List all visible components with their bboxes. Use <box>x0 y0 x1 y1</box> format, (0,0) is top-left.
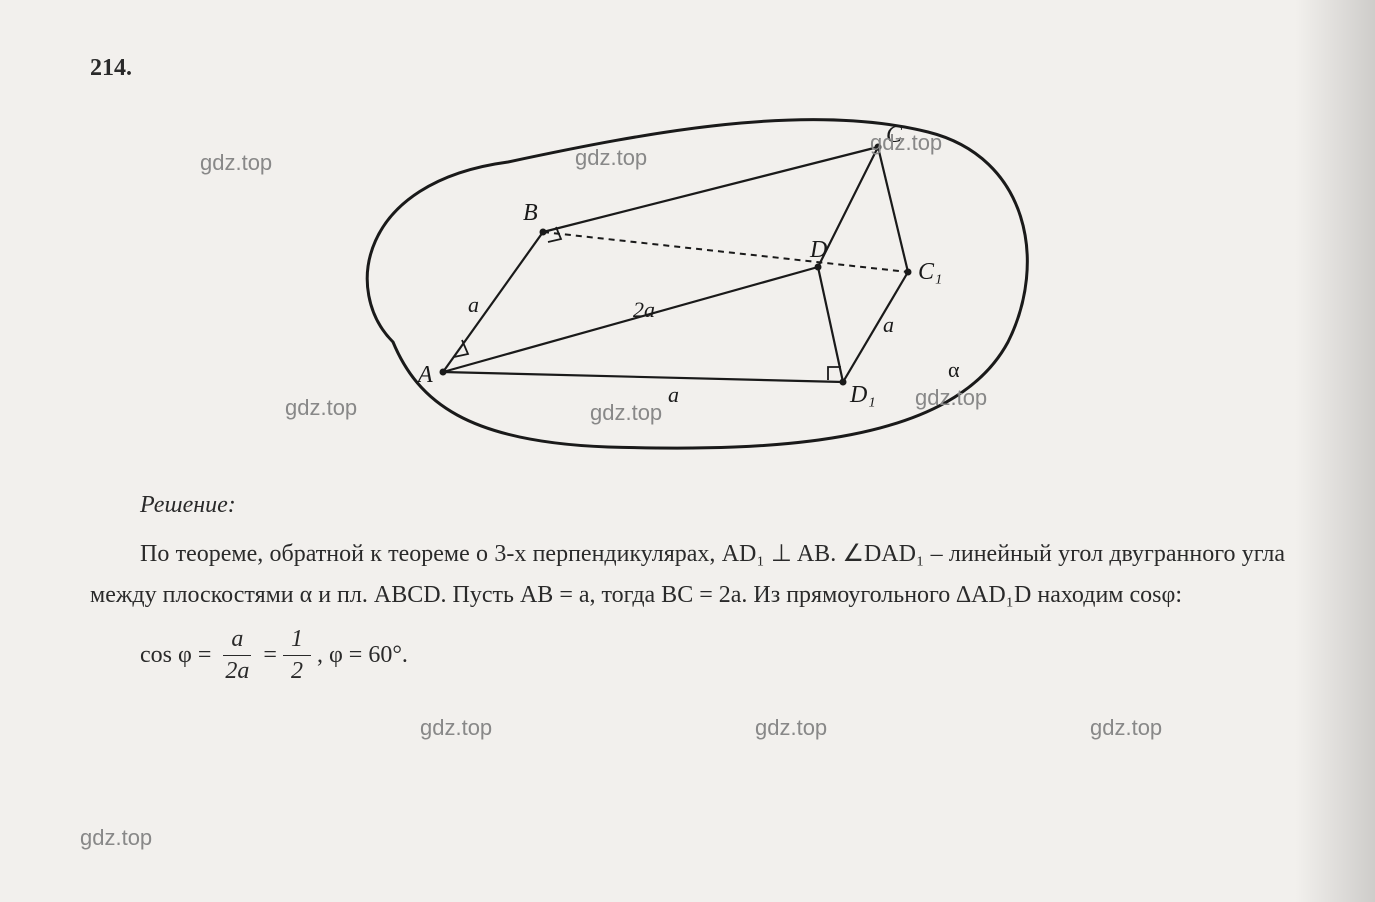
label-a-left: a <box>468 292 479 317</box>
label-D: D <box>809 237 827 263</box>
line-B-C1-dashed <box>543 232 908 272</box>
diagram-svg: A B C D C₁ D₁ a 2a a a α <box>288 92 1088 472</box>
label-C: C <box>886 122 903 148</box>
label-B: B <box>523 200 538 226</box>
point-A <box>439 369 446 376</box>
page-content: 214. <box>0 0 1375 725</box>
line-AB <box>443 232 543 372</box>
frac1-den: 2a <box>217 656 257 685</box>
solution-text-span: По теореме, обратной к теореме о 3-х пер… <box>90 541 1285 608</box>
line-A-D1 <box>443 372 843 382</box>
watermark: gdz.top <box>80 825 152 851</box>
label-A: A <box>416 362 433 388</box>
line-C-C1 <box>878 147 908 272</box>
frac2-den: 2 <box>283 656 311 685</box>
line-D-D1 <box>818 267 843 382</box>
geometry-diagram: A B C D C₁ D₁ a 2a a a α <box>288 92 1088 472</box>
point-D <box>814 264 821 271</box>
solution-label: Решение: <box>140 492 1285 519</box>
label-alpha: α <box>948 357 960 382</box>
point-D1 <box>839 379 846 386</box>
point-C <box>874 144 881 151</box>
label-a-bottom: a <box>668 382 679 407</box>
fraction-1: a 2a <box>217 626 257 685</box>
label-a-right: a <box>883 312 894 337</box>
point-C1 <box>904 269 911 276</box>
formula-prefix: cos φ = <box>140 642 211 669</box>
label-C1: C₁ <box>918 259 942 285</box>
fraction-2: 1 2 <box>283 626 311 685</box>
formula-suffix: , φ = 60°. <box>317 642 408 669</box>
point-B <box>539 229 546 236</box>
formula-eq1: = <box>263 642 277 669</box>
label-D1: D₁ <box>849 382 876 408</box>
line-BC <box>543 147 878 232</box>
formula: cos φ = a 2a = 1 2 , φ = 60°. <box>140 626 1285 685</box>
frac2-num: 1 <box>283 626 311 656</box>
frac1-num: a <box>223 626 251 656</box>
label-2a: 2a <box>633 297 655 322</box>
solution-paragraph: По теореме, обратной к теореме о 3-х пер… <box>90 534 1285 616</box>
problem-number: 214. <box>90 55 1285 82</box>
line-DA <box>443 267 818 372</box>
line-D1-C1 <box>843 272 908 382</box>
